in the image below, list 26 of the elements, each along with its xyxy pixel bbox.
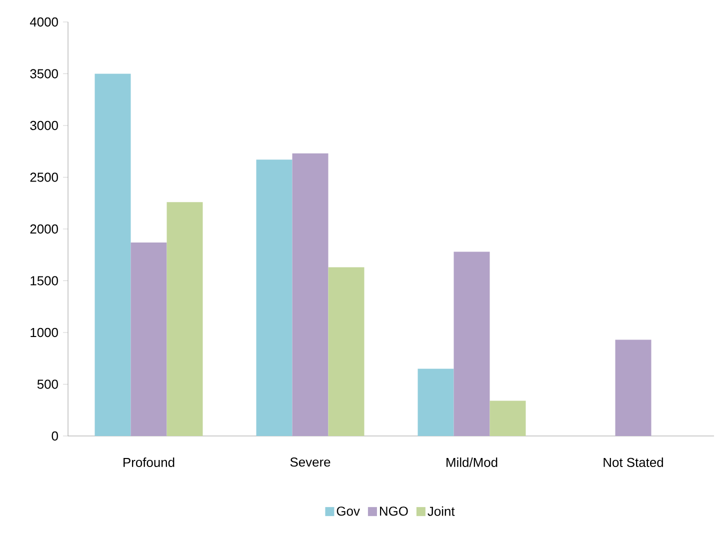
legend-label: Gov bbox=[336, 506, 360, 516]
y-tick-label: 0 bbox=[52, 431, 58, 441]
bar bbox=[292, 153, 328, 436]
bar bbox=[94, 74, 131, 436]
y-tick-label: 3500 bbox=[30, 69, 58, 78]
y-tick-label: 500 bbox=[37, 380, 58, 389]
legend-label: NGO bbox=[380, 506, 408, 516]
y-tick-label: 1500 bbox=[30, 276, 58, 286]
bar bbox=[615, 340, 652, 436]
legend-label: Joint bbox=[428, 506, 455, 516]
bar bbox=[256, 160, 292, 436]
bar bbox=[328, 267, 364, 436]
bar bbox=[130, 242, 167, 436]
y-tick-label: 2500 bbox=[30, 172, 58, 182]
y-tick-label: 4000 bbox=[30, 17, 58, 27]
x-tick-label: Not Stated bbox=[604, 457, 664, 468]
y-tick-label: 3000 bbox=[30, 120, 58, 130]
y-tick-label: 1000 bbox=[30, 328, 58, 338]
bar bbox=[166, 202, 203, 436]
bar bbox=[454, 252, 490, 436]
x-tick-label: Severe bbox=[290, 458, 330, 467]
x-tick-label: Profound bbox=[124, 457, 174, 468]
y-tick-label: 2000 bbox=[30, 224, 58, 234]
x-tick-label: Mild/Mod bbox=[446, 457, 498, 468]
bar bbox=[490, 400, 526, 436]
bar bbox=[418, 368, 454, 436]
